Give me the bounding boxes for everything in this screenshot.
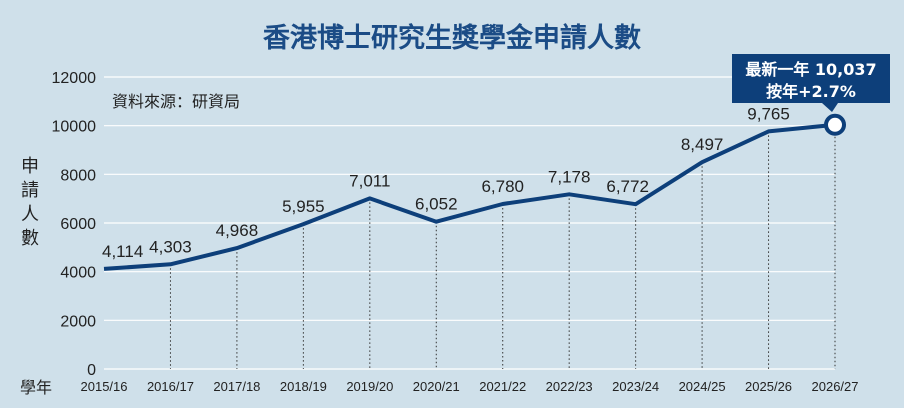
x-tick-label: 2024/25	[679, 379, 726, 394]
y-axis-label-char: 數	[21, 228, 39, 249]
data-label: 7,178	[548, 167, 591, 186]
x-tick-label: 2015/16	[81, 379, 128, 394]
y-tick-label: 10000	[52, 119, 97, 136]
y-axis-label: 申請人數	[21, 156, 39, 249]
data-label: 4,303	[149, 237, 192, 256]
series-line	[103, 122, 836, 271]
x-tick-label: 2017/18	[213, 379, 260, 394]
y-axis-label-char: 申	[21, 156, 39, 177]
x-tick-label: 2023/24	[612, 379, 659, 394]
x-axis-ticks: 2015/16 2016/17 2017/18 2018/19 2019/20 2020/…	[81, 379, 859, 394]
x-axis-label: 學年	[20, 378, 52, 397]
data-label: 8,497	[681, 135, 724, 154]
data-label: 7,011	[349, 171, 390, 190]
y-tick-label: 4000	[60, 265, 96, 282]
callout-pointer	[822, 103, 838, 112]
data-label: 6,052	[415, 195, 458, 214]
data-label: 6,772	[606, 177, 649, 196]
y-axis-ticks: 0 2000 4000 6000 8000 10000 12000	[52, 70, 97, 379]
data-label: 9,765	[747, 104, 790, 123]
x-tick-label: 2018/19	[280, 379, 327, 394]
callout-line-2: 按年+2.7%	[766, 82, 856, 101]
data-label: 6,780	[481, 177, 524, 196]
y-tick-label: 12000	[52, 70, 97, 87]
y-axis-label-char: 人	[21, 204, 39, 225]
source-note: 資料來源：研資局	[112, 92, 240, 111]
y-tick-label: 6000	[60, 216, 96, 233]
data-label: 4,968	[216, 221, 259, 240]
chart-title: 香港博士研究生獎學金申請人數	[263, 22, 641, 54]
callout-line-1: 最新一年 10,037	[745, 60, 876, 79]
data-label: 4,114	[102, 242, 143, 261]
data-labels: 4,114 4,303 4,968 5,955 7,011 6,052 6,780 7,178…	[102, 104, 790, 261]
callout-background	[732, 54, 890, 103]
y-tick-label: 2000	[60, 313, 96, 330]
drop-lines	[169, 124, 836, 369]
x-tick-label: 2016/17	[147, 379, 194, 394]
x-tick-label: 2026/27	[812, 379, 859, 394]
latest-point-marker	[824, 113, 846, 136]
x-tick-label: 2020/21	[413, 379, 460, 394]
x-tick-label: 2025/26	[745, 379, 792, 394]
y-tick-label: 8000	[60, 167, 96, 184]
y-tick-label: 0	[87, 362, 96, 379]
grid-lines	[104, 76, 835, 370]
x-tick-label: 2019/20	[346, 379, 393, 394]
x-tick-label: 2021/22	[479, 379, 526, 394]
callout-box: 最新一年 10,037 按年+2.7%	[732, 54, 890, 112]
x-tick-label: 2022/23	[546, 379, 593, 394]
data-label: 5,955	[282, 197, 325, 216]
y-axis-label-char: 請	[21, 180, 39, 201]
